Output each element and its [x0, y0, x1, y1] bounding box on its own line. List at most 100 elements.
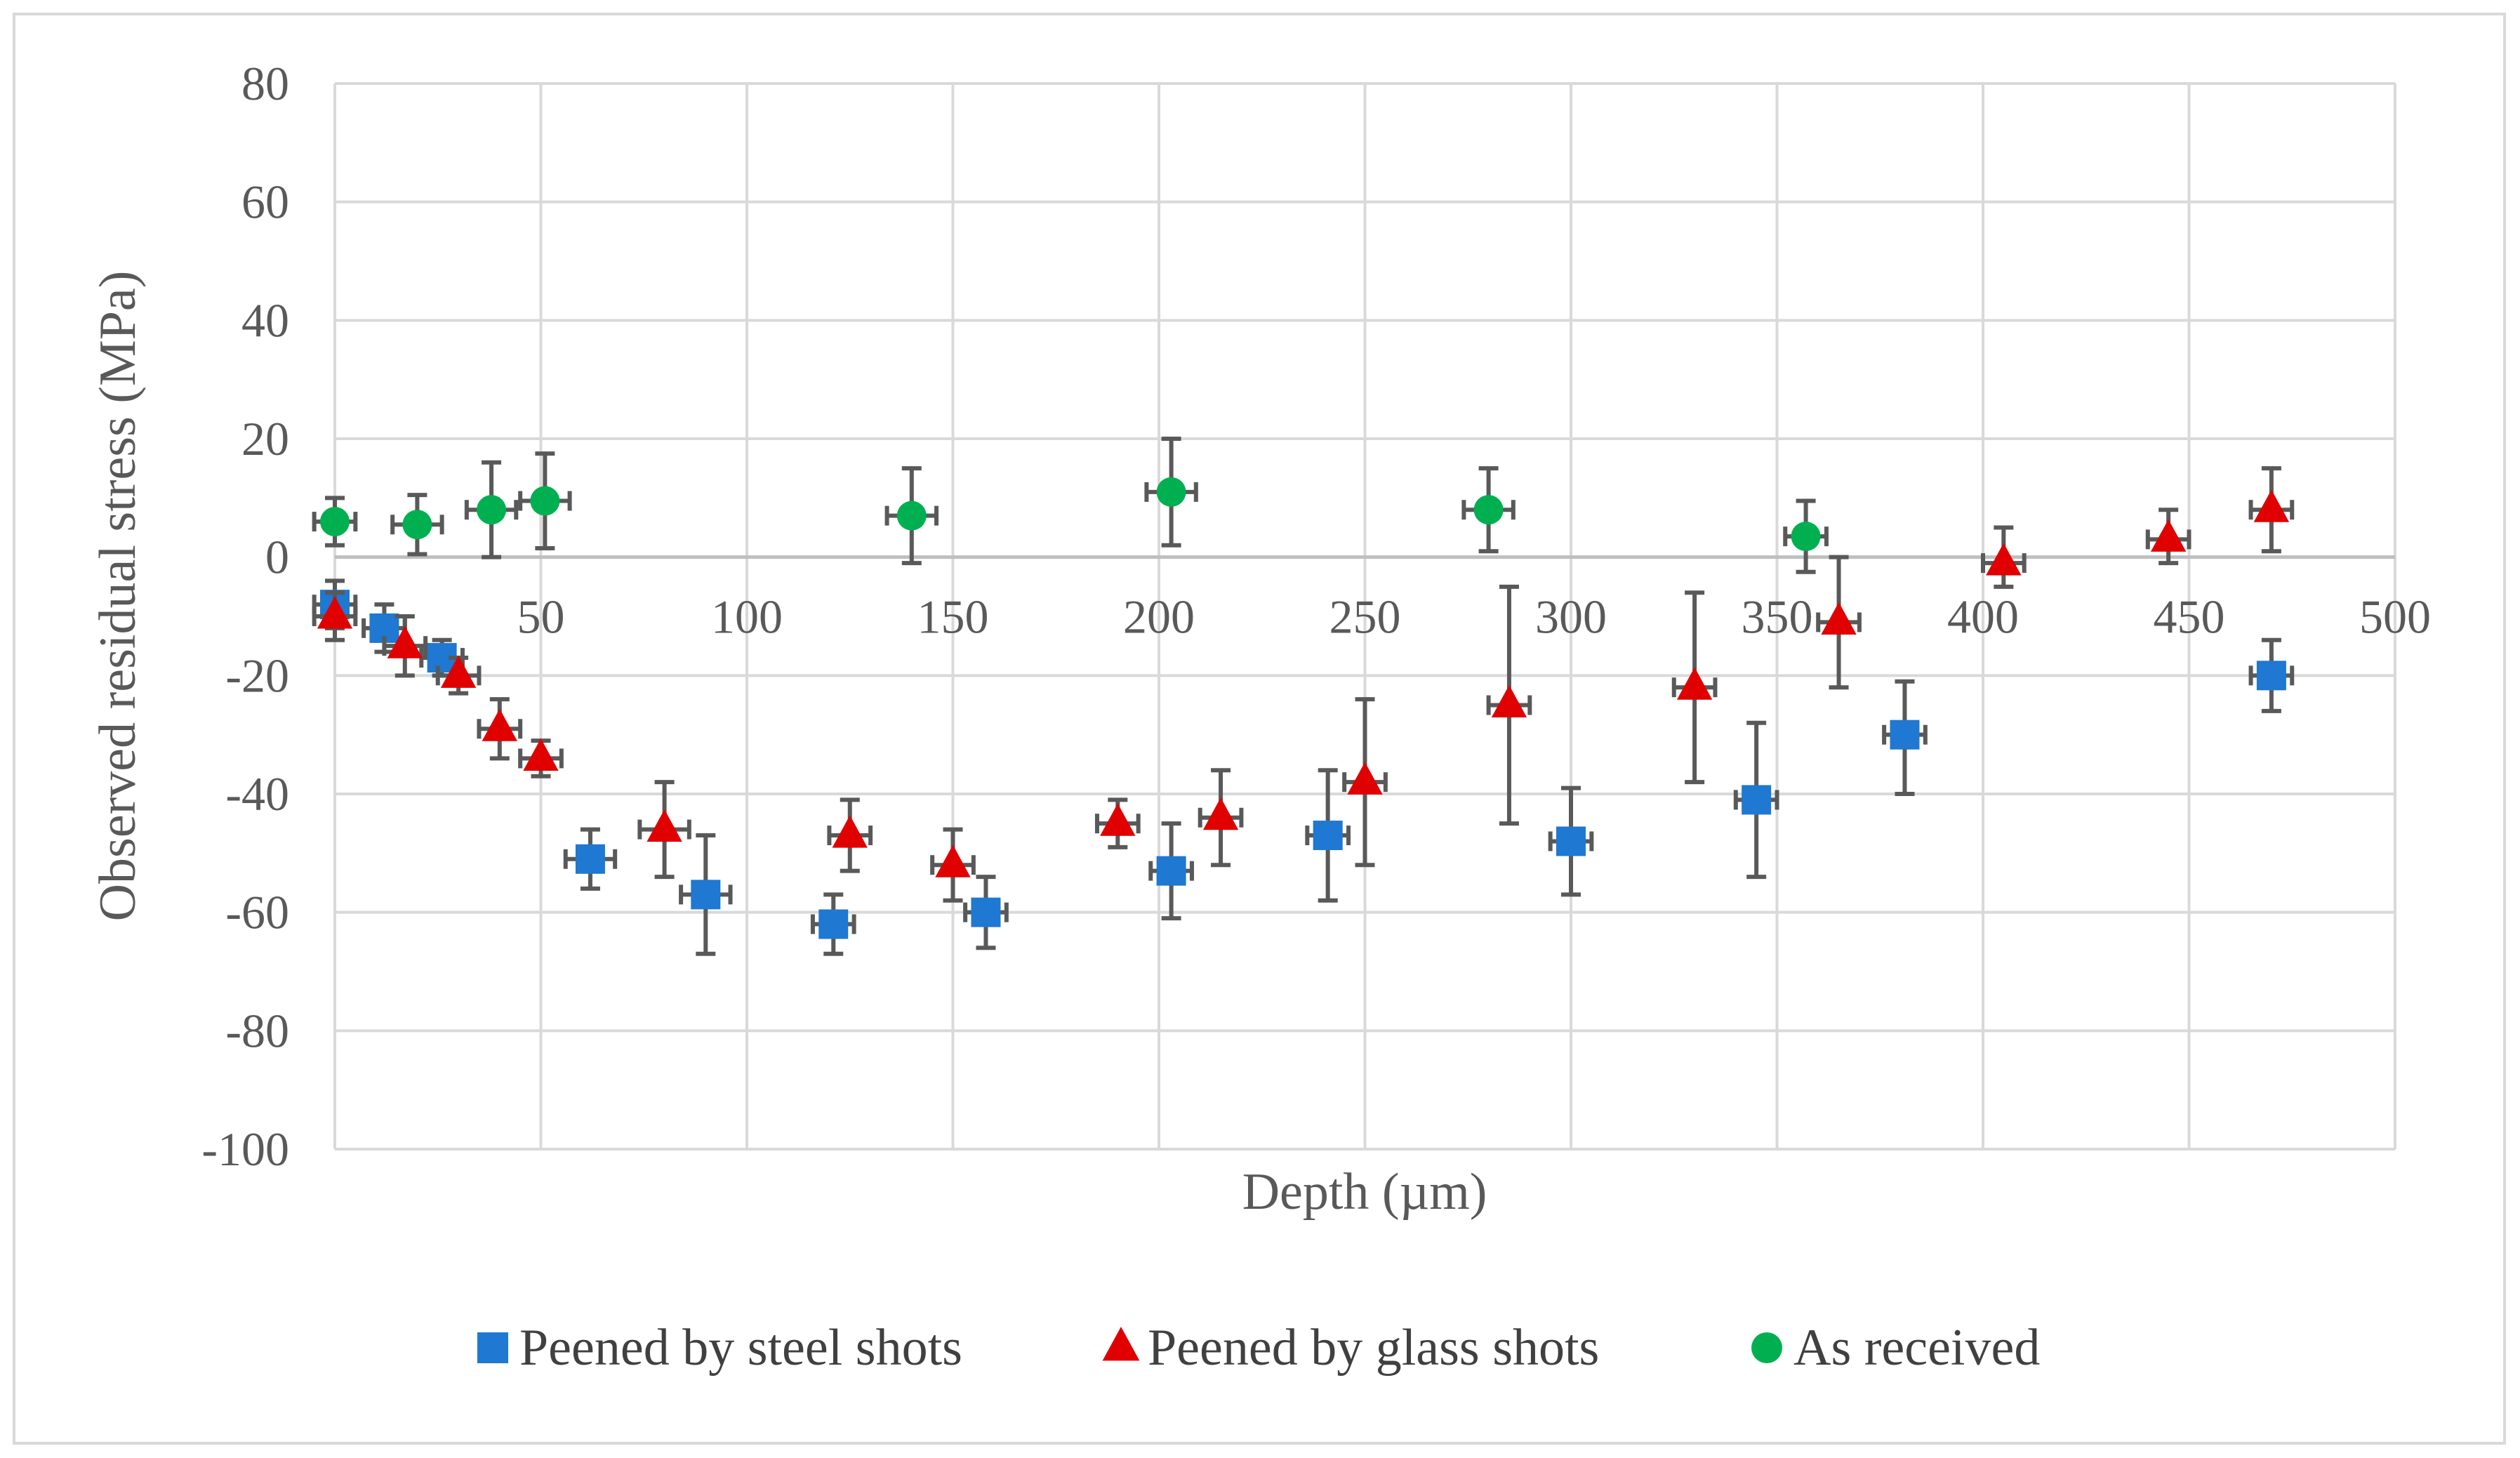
x-tick-label: 200: [1123, 590, 1195, 644]
data-point-triangle: [1347, 762, 1383, 795]
data-point-group: [827, 797, 873, 873]
data-point-group: [2248, 637, 2295, 713]
data-point-group: [464, 460, 519, 559]
data-point-triangle: [1491, 684, 1527, 718]
data-point-group: [1148, 821, 1194, 921]
data-point-group: [2248, 466, 2295, 554]
data-point-group: [1981, 525, 2027, 589]
data-point-group: [1882, 679, 1928, 796]
data-point-group: [930, 827, 976, 903]
data-point-group: [312, 496, 358, 548]
data-point-square: [2256, 661, 2286, 691]
data-point-group: [1816, 555, 1862, 690]
data-point-group: [884, 466, 939, 566]
data-point-triangle: [317, 596, 353, 629]
data-point-group: [1671, 590, 1718, 785]
chart-frame: 80 60 40 20 0 -20 -40 -60 -80 -100 50 100 150 200 250 3…: [13, 13, 2506, 1445]
data-point-group: [1144, 437, 1198, 548]
data-point-group: [1783, 498, 1829, 574]
data-point-group: [1733, 720, 1779, 880]
y-tick-label: -80: [225, 1004, 289, 1057]
y-tick-label: -40: [225, 767, 289, 821]
x-tick-label: 400: [1947, 590, 2019, 644]
legend-label: Peened by steel shots: [519, 1319, 962, 1377]
data-point-triangle: [832, 815, 868, 848]
data-point-circle: [1791, 522, 1821, 552]
data-point-group: [2145, 508, 2191, 566]
legend-marker-circle: [1751, 1332, 1782, 1363]
y-tick-label: -60: [225, 886, 289, 939]
data-point-triangle: [1100, 803, 1136, 836]
legend-label: As received: [1793, 1319, 2040, 1377]
legend-marker-square: [477, 1332, 508, 1363]
data-point-circle: [402, 510, 432, 540]
legend-item: As received: [1751, 1319, 2040, 1377]
data-point-triangle: [935, 844, 971, 877]
data-point-group: [637, 780, 691, 880]
y-tick-label: -100: [201, 1122, 289, 1176]
series-triangle: [312, 466, 2295, 903]
legend: Peened by steel shots Peened by glass sho…: [477, 1319, 2040, 1377]
y-tick-label: 60: [241, 175, 289, 229]
data-point-group: [679, 833, 733, 956]
data-point-group: [518, 738, 564, 778]
data-point-square: [575, 844, 605, 874]
data-point-triangle: [1676, 667, 1713, 700]
data-point-triangle: [2150, 519, 2187, 552]
data-point-square: [1313, 821, 1343, 851]
axes: [335, 555, 2395, 1151]
data-point-triangle: [482, 708, 517, 741]
legend-marker-triangle: [1102, 1326, 1140, 1361]
data-point-group: [518, 451, 572, 551]
x-tick-label: 350: [1742, 590, 1813, 644]
data-point-circle: [1156, 477, 1186, 507]
data-point-triangle: [1986, 543, 2022, 576]
data-point-circle: [1473, 495, 1504, 525]
data-point-triangle: [1202, 797, 1239, 830]
y-tick-label: 40: [241, 293, 289, 347]
data-point-square: [1742, 785, 1772, 815]
data-point-group: [435, 655, 482, 696]
data-point-group: [1342, 697, 1388, 868]
data-point-square: [1156, 856, 1186, 886]
data-point-circle: [477, 495, 507, 525]
data-point-group: [1094, 797, 1141, 849]
data-point-square: [1556, 826, 1586, 856]
y-tick-label: 80: [241, 57, 289, 110]
legend-label: Peened by glass shots: [1148, 1319, 1599, 1377]
data-point-triangle: [387, 625, 423, 658]
data-point-group: [1198, 768, 1244, 868]
data-point-circle: [530, 486, 560, 516]
x-tick-label: 450: [2154, 590, 2225, 644]
y-tick-label: -20: [225, 649, 289, 702]
data-series: [312, 437, 2295, 956]
data-point-triangle: [2253, 489, 2290, 522]
y-tick-label: 0: [265, 531, 289, 584]
data-point-group: [563, 827, 618, 891]
data-point-group: [1548, 786, 1594, 897]
x-tick-label: 150: [917, 590, 989, 644]
data-point-group: [810, 892, 856, 956]
data-point-group: [1461, 466, 1516, 554]
x-tick-label: 300: [1535, 590, 1607, 644]
data-point-square: [818, 909, 849, 939]
x-axis-title: Depth (µm): [1242, 1163, 1487, 1221]
x-tick-label: 50: [517, 590, 565, 644]
data-point-circle: [896, 501, 927, 531]
legend-item: Peened by glass shots: [1102, 1319, 1599, 1377]
y-axis-title: Observed residual stress (MPa): [89, 271, 147, 922]
data-point-group: [382, 614, 428, 678]
series-circle: [312, 437, 1829, 574]
x-tick-label: 500: [2359, 590, 2431, 644]
x-tick-label: 250: [1329, 590, 1401, 644]
data-point-group: [963, 875, 1009, 950]
data-point-triangle: [1821, 602, 1857, 635]
data-point-triangle: [646, 809, 682, 842]
data-point-group: [312, 590, 358, 642]
data-point-group: [1305, 768, 1351, 903]
data-point-group: [390, 493, 444, 557]
data-point-circle: [320, 507, 350, 537]
data-point-square: [691, 880, 721, 910]
